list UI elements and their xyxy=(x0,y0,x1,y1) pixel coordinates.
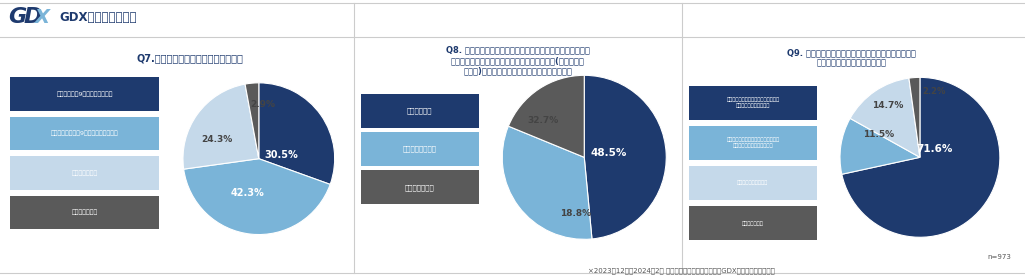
FancyBboxPatch shape xyxy=(361,132,479,166)
Wedge shape xyxy=(502,126,592,239)
FancyBboxPatch shape xyxy=(10,196,159,229)
Text: 把握していない: 把握していない xyxy=(742,221,764,225)
FancyBboxPatch shape xyxy=(10,156,159,190)
Text: GDXリサーチ研究所: GDXリサーチ研究所 xyxy=(59,11,137,24)
Text: Q9. 従業員の勤怠管理を行い、記録された労働時間や
残業時間を確認していますか。: Q9. 従業員の勤怠管理を行い、記録された労働時間や 残業時間を確認していますか… xyxy=(787,48,915,68)
Wedge shape xyxy=(909,77,920,157)
Text: X: X xyxy=(35,8,50,27)
Wedge shape xyxy=(584,75,666,239)
Wedge shape xyxy=(183,159,330,235)
FancyBboxPatch shape xyxy=(689,126,817,160)
FancyBboxPatch shape xyxy=(689,86,817,120)
Text: ×2023年12月～2024年2月 全国の中小企業経営者対象　GDXリサーチ研究所調べ: ×2023年12月～2024年2月 全国の中小企業経営者対象 GDXリサーチ研究… xyxy=(588,268,775,274)
Text: 勤怠管理を行っており、従業員個人の
残業時間を確認している: 勤怠管理を行っており、従業員個人の 残業時間を確認している xyxy=(727,97,779,108)
Text: 把握していない: 把握していない xyxy=(72,209,97,215)
Text: 18.8%: 18.8% xyxy=(561,209,591,217)
Wedge shape xyxy=(840,118,920,174)
Text: 48.5%: 48.5% xyxy=(590,148,627,158)
Wedge shape xyxy=(245,83,258,159)
Text: 24.3%: 24.3% xyxy=(202,135,233,144)
Text: 作成しているが、9項目網羅していない: 作成しているが、9項目網羅していない xyxy=(50,131,119,136)
FancyBboxPatch shape xyxy=(10,117,159,150)
Text: 一部把握している: 一部把握している xyxy=(403,146,437,152)
Text: 71.6%: 71.6% xyxy=(916,144,952,154)
Text: G: G xyxy=(8,7,27,27)
Text: 把握していない: 把握していない xyxy=(405,184,435,191)
FancyBboxPatch shape xyxy=(689,206,817,240)
Text: 2.2%: 2.2% xyxy=(922,87,946,96)
FancyBboxPatch shape xyxy=(361,170,479,204)
Wedge shape xyxy=(850,78,920,157)
FancyBboxPatch shape xyxy=(689,166,817,200)
Text: 32.7%: 32.7% xyxy=(528,116,559,125)
Text: 30.5%: 30.5% xyxy=(264,150,298,160)
Text: D: D xyxy=(24,7,42,27)
Text: 勤怠を把握していない: 勤怠を把握していない xyxy=(737,181,769,185)
FancyBboxPatch shape xyxy=(10,77,159,111)
Text: Q7.従業員名簿を作成していますか。: Q7.従業員名簿を作成していますか。 xyxy=(136,53,243,63)
Wedge shape xyxy=(183,84,258,169)
Text: Q8. 労働者の男女の賃金の差異について、その雇用する全て
の労働者、正規雇用労働者、非正規雇用労働者(パート・有
期社員)の３区分において把握できていますか。: Q8. 労働者の男女の賃金の差異について、その雇用する全て の労働者、正規雇用労… xyxy=(446,46,589,76)
Text: 2.9%: 2.9% xyxy=(250,100,275,108)
FancyBboxPatch shape xyxy=(361,94,479,128)
Text: 14.7%: 14.7% xyxy=(872,101,904,110)
Text: 作成しおり、9項目網羅している: 作成しおり、9項目網羅している xyxy=(56,91,113,97)
Text: 勤怠管理は行っているが、従業員個人
の残業時間を把握していない: 勤怠管理は行っているが、従業員個人 の残業時間を把握していない xyxy=(727,137,779,148)
Text: n=973: n=973 xyxy=(987,254,1012,260)
Wedge shape xyxy=(842,77,999,237)
Text: 11.5%: 11.5% xyxy=(863,131,894,139)
Text: 作成していない: 作成していない xyxy=(72,170,97,176)
Text: 42.3%: 42.3% xyxy=(231,188,264,198)
Wedge shape xyxy=(258,83,334,184)
Text: 把握している: 把握している xyxy=(407,107,433,114)
Wedge shape xyxy=(508,75,584,157)
